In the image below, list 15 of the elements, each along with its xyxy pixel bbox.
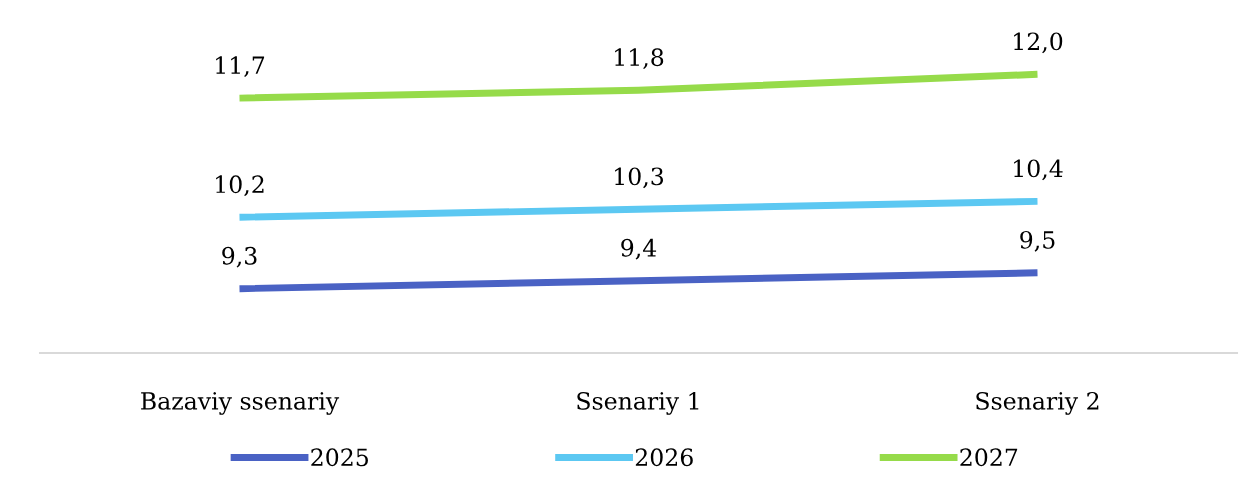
data-label: 9,5 <box>1020 230 1055 252</box>
legend-label: 2027 <box>960 448 1018 467</box>
x-tick-label: Bazaviy ssenariy <box>141 392 340 415</box>
data-label: 10,2 <box>216 175 264 197</box>
data-label: 11,8 <box>615 48 664 70</box>
data-label: 9,4 <box>621 238 657 260</box>
data-label: 11,7 <box>216 56 265 77</box>
data-label: 9,3 <box>222 246 257 268</box>
legend-label: 2026 <box>635 448 693 467</box>
data-label: 12,0 <box>1014 32 1063 54</box>
x-tick-label: Ssenariy 2 <box>976 391 1099 415</box>
x-tick-label: Ssenariy 1 <box>577 391 699 415</box>
data-label: 10,4 <box>1014 159 1063 181</box>
data-label: 10,3 <box>615 167 664 189</box>
legend-label: 2025 <box>311 448 368 467</box>
